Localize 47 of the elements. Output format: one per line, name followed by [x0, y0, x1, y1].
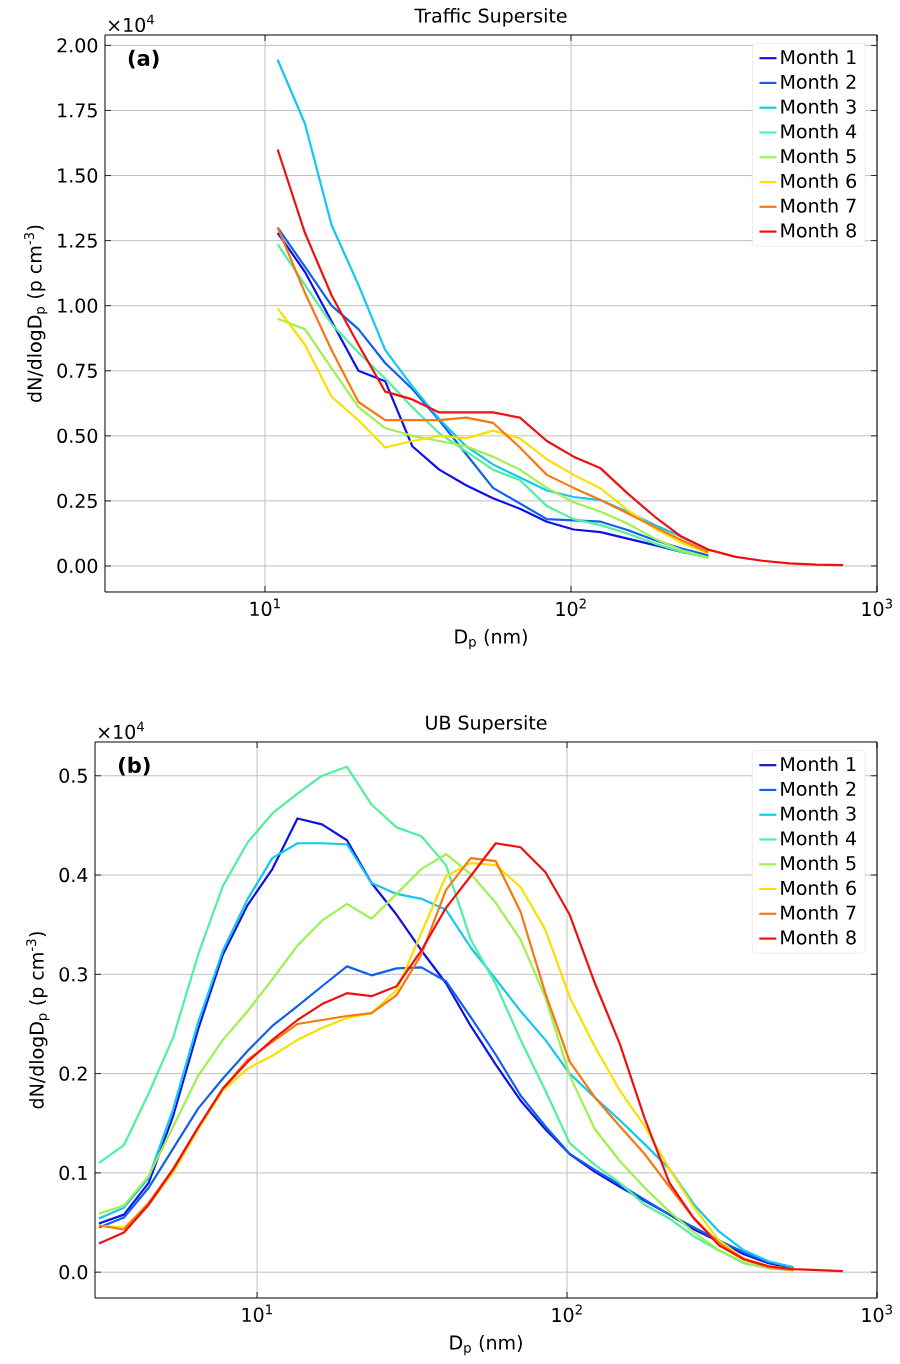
x-axis-title: D$_{p}$ (nm): [455, 629, 527, 650]
text: ×10$^{4}$: [108, 14, 155, 33]
legend-label: Month 2: [781, 781, 856, 796]
x-tick-label: 10$^{2}$: [552, 1304, 582, 1323]
legend-label: Month 3: [781, 806, 856, 821]
text: ×10$^{4}$: [98, 721, 145, 740]
y-axis-title: dN/dlogD$_{p}$ (p cm$^{-3}$): [26, 932, 50, 1109]
y-tick-label: 0.75: [57, 363, 97, 378]
legend-label: Month 7: [781, 905, 856, 920]
legend-label: Month 2: [781, 74, 856, 90]
legend-label: Month 1: [781, 756, 856, 772]
y-tick-label: 0.2: [59, 1066, 87, 1081]
y-tick-label: 0.1: [59, 1165, 87, 1181]
chart-title: Traffic Supersite: [414, 8, 567, 27]
x-tick-label: 10$^{1}$: [250, 598, 280, 616]
legend-label: Month 8: [781, 222, 856, 238]
legend-label: Month 8: [781, 929, 856, 945]
legend-label: Month 5: [781, 148, 856, 164]
legend-label: Month 3: [781, 99, 856, 114]
y-tick-label: 0.0: [59, 1264, 88, 1280]
legend-label: Month 7: [781, 198, 856, 213]
x-tick-label: 10$^{1}$: [242, 1304, 272, 1322]
y-tick-label: 1.25: [58, 233, 97, 248]
y-tick-label: 0.50: [57, 428, 98, 444]
y-tick-label: 0.3: [59, 967, 87, 982]
y-tick-label: 0.5: [59, 768, 87, 783]
legend-label: Month 4: [781, 830, 857, 846]
annotation: (b): [119, 756, 150, 776]
legend-label: Month 1: [781, 49, 856, 65]
x-tick-label: 10$^{2}$: [556, 598, 586, 617]
x-tick-label: 10$^{3}$: [862, 1304, 893, 1323]
legend-label: Month 6: [781, 173, 857, 189]
chart-title: UB Supersite: [426, 715, 547, 734]
y-tick-label: 2.00: [57, 38, 98, 53]
y-tick-label: 1.75: [58, 103, 97, 118]
x-tick-label: 10$^{3}$: [862, 598, 893, 617]
y-axis-title: dN/dlogD$_{p}$ (p cm$^{-3}$): [24, 225, 48, 402]
y-tick-label: 0.00: [57, 558, 98, 574]
legend-label: Month 6: [781, 880, 856, 896]
y-tick-label: 0.4: [59, 867, 88, 883]
y-tick-label: 1.00: [58, 298, 98, 313]
legend-label: Month 5: [781, 855, 856, 871]
annotation: (a): [128, 49, 159, 69]
y-tick-label: 1.50: [58, 168, 98, 183]
legend-label: Month 4: [781, 123, 857, 139]
x-axis-title: D$_{p}$ (nm): [450, 1335, 522, 1356]
y-tick-label: 0.25: [57, 493, 97, 509]
